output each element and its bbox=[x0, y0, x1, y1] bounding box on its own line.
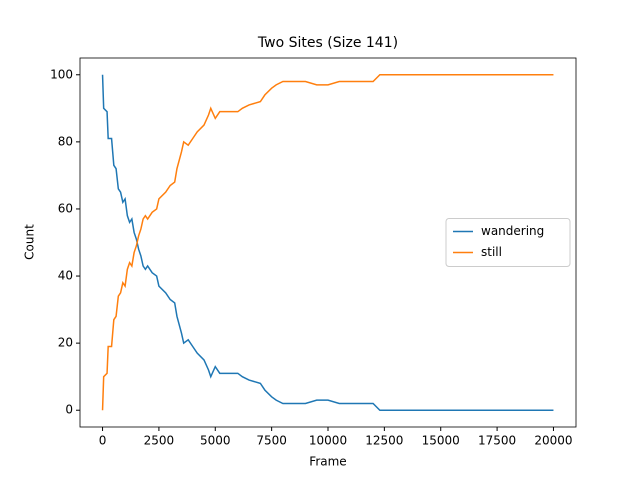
legend-label: wandering bbox=[481, 224, 544, 238]
y-tick-label: 60 bbox=[58, 201, 73, 215]
x-tick-label: 12500 bbox=[365, 434, 403, 448]
x-tick-label: 7500 bbox=[256, 434, 287, 448]
y-tick-label: 20 bbox=[58, 336, 73, 350]
x-tick-label: 2500 bbox=[144, 434, 175, 448]
x-tick-label: 0 bbox=[99, 434, 107, 448]
x-tick-label: 10000 bbox=[309, 434, 347, 448]
y-tick-label: 80 bbox=[58, 134, 73, 148]
legend-label: still bbox=[481, 245, 502, 259]
x-tick-label: 20000 bbox=[534, 434, 572, 448]
y-axis-label: Count bbox=[23, 224, 37, 260]
chart-title: Two Sites (Size 141) bbox=[257, 35, 398, 51]
line bbox=[101, 74, 554, 411]
x-tick-label: 17500 bbox=[478, 434, 516, 448]
y-tick-label: 100 bbox=[50, 67, 73, 81]
legend-box bbox=[445, 218, 571, 267]
y-tick-label: 40 bbox=[58, 269, 73, 283]
x-tick-label: 15000 bbox=[422, 434, 460, 448]
y-tick-label: 0 bbox=[65, 403, 73, 417]
x-tick-label: 5000 bbox=[200, 434, 231, 448]
plot-frame bbox=[79, 57, 577, 428]
x-axis-label: Frame bbox=[309, 455, 346, 469]
line bbox=[101, 74, 554, 411]
